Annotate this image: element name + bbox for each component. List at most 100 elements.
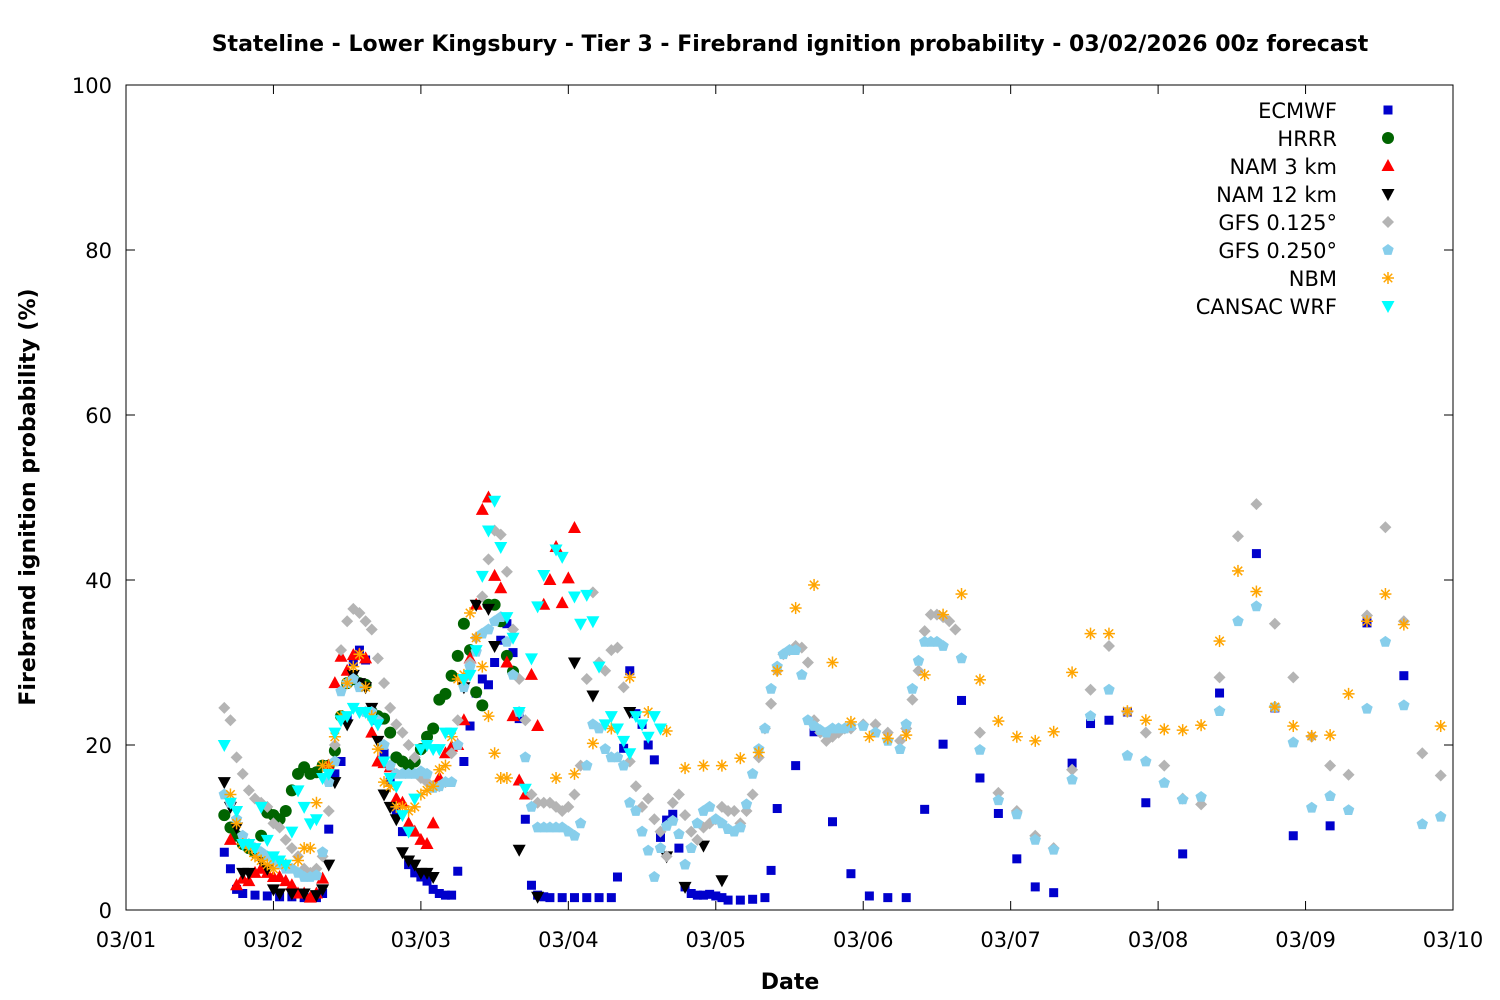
data-point: [309, 814, 323, 827]
legend-label: NBM: [1289, 267, 1337, 291]
data-point: [617, 681, 630, 694]
data-point: [1213, 705, 1226, 716]
data-point: [242, 784, 255, 797]
data-point: [611, 751, 624, 763]
data-point: [402, 855, 416, 868]
data-point: [937, 640, 949, 651]
data-point: [346, 702, 360, 715]
x-tick-label: 03/07: [980, 928, 1041, 952]
data-point: [230, 806, 244, 818]
data-point: [1029, 833, 1041, 845]
data-point: [975, 773, 985, 783]
data-point: [297, 801, 311, 814]
data-point: [604, 711, 618, 724]
data-point: [426, 872, 440, 884]
data-point: [1251, 549, 1261, 559]
data-point: [1102, 640, 1115, 652]
data-point: [752, 746, 765, 759]
data-point: [507, 623, 520, 636]
data-point: [427, 722, 440, 735]
data-point: [242, 867, 256, 880]
data-point: [408, 751, 421, 764]
data-point: [408, 793, 422, 806]
data-point: [482, 553, 495, 566]
data-point: [1030, 882, 1040, 892]
x-tick-label: 03/01: [96, 928, 157, 952]
data-point: [642, 792, 655, 805]
data-point: [973, 726, 986, 739]
data-point: [395, 847, 409, 860]
data-point: [686, 889, 696, 898]
data-point: [610, 723, 624, 736]
x-tick-label: 03/06: [833, 928, 894, 952]
legend-marker: [1381, 189, 1395, 201]
data-point: [512, 844, 526, 857]
legend: ECMWF HRRR NAM 3 km NAM 12 km GFS 0.125° GFS …: [1196, 99, 1395, 319]
data-point: [254, 801, 268, 814]
data-point: [303, 890, 317, 903]
data-point: [716, 817, 728, 829]
data-point: [483, 680, 493, 690]
data-point: [705, 889, 715, 899]
data-point: [353, 648, 366, 661]
data-point: [408, 859, 422, 872]
data-point: [242, 874, 256, 887]
data-point: [1102, 627, 1115, 640]
data-point: [1231, 530, 1244, 543]
data-point: [273, 821, 286, 834]
data-point: [924, 608, 937, 621]
data-point: [1104, 715, 1114, 725]
data-point: [334, 715, 348, 728]
data-point: [1086, 719, 1096, 729]
data-point: [557, 893, 567, 903]
data-point: [1121, 705, 1134, 718]
data-point: [864, 891, 874, 901]
data-point: [279, 805, 292, 817]
data-point: [445, 776, 458, 787]
data-point: [715, 875, 729, 888]
data-point: [451, 649, 464, 662]
data-point: [217, 777, 231, 790]
data-point: [992, 794, 1005, 806]
data-point: [567, 591, 581, 604]
data-point: [395, 810, 409, 823]
data-point: [617, 759, 630, 771]
data-point: [519, 751, 531, 763]
data-point: [248, 843, 262, 856]
data-point: [518, 783, 532, 796]
data-point: [329, 755, 341, 767]
data-point: [635, 719, 649, 732]
data-point: [428, 884, 438, 894]
data-point: [464, 660, 476, 672]
data-point: [524, 653, 538, 666]
data-point: [249, 850, 262, 863]
data-point: [433, 763, 446, 776]
data-point: [347, 673, 359, 684]
data-point: [378, 776, 391, 789]
data-point: [279, 833, 292, 846]
data-point: [1324, 729, 1337, 742]
data-point: [1306, 801, 1318, 813]
data-point: [1139, 726, 1152, 739]
data-point: [883, 893, 893, 903]
data-point: [1084, 627, 1097, 640]
data-point: [801, 656, 814, 669]
data-point: [869, 726, 882, 738]
data-point: [520, 814, 530, 824]
data-point: [791, 761, 801, 771]
data-point: [1047, 725, 1060, 738]
data-point: [722, 805, 735, 817]
data-point: [599, 743, 611, 754]
data-point: [427, 780, 440, 793]
data-point: [1305, 729, 1318, 742]
data-point: [230, 878, 244, 891]
data-point: [223, 832, 237, 845]
data-point: [1049, 888, 1059, 898]
data-point: [285, 878, 299, 891]
data-point: [273, 870, 287, 882]
data-point: [402, 826, 416, 839]
data-point: [1416, 747, 1429, 760]
data-point: [555, 596, 569, 609]
data-point: [217, 740, 231, 752]
data-point: [612, 872, 622, 882]
